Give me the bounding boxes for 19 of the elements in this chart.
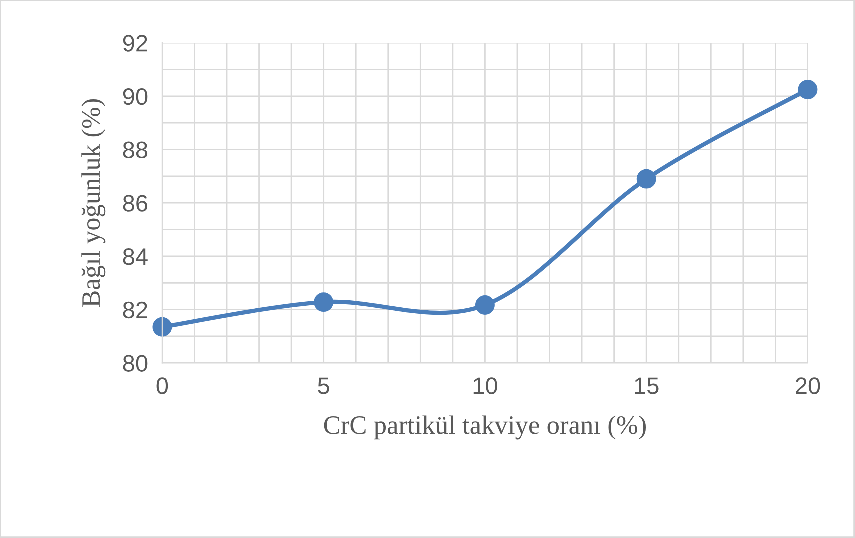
- y-tick-label: 80: [123, 355, 148, 372]
- x-tick-label: 20: [796, 378, 820, 394]
- y-tick-label: 84: [123, 248, 148, 266]
- x-tick-label: 5: [318, 378, 330, 394]
- y-tick-label: 86: [123, 195, 148, 212]
- y-tick-label: 88: [123, 142, 148, 159]
- y-tick-label: 82: [123, 302, 148, 319]
- point: [798, 80, 818, 100]
- y-axis-title: Bağıl yoğunluk (%): [82, 99, 106, 308]
- y-tick-label: 92: [123, 35, 148, 52]
- x-tick-label: 15: [635, 378, 659, 394]
- point: [636, 169, 656, 189]
- x-axis-title: CrC partikül takviye oranı (%): [324, 416, 646, 440]
- x-tick-label: 10: [474, 378, 498, 394]
- x-tick-label: 0: [156, 378, 168, 394]
- point: [152, 317, 172, 337]
- point: [314, 292, 334, 312]
- y-tick-label: 90: [123, 88, 148, 106]
- point: [475, 296, 495, 315]
